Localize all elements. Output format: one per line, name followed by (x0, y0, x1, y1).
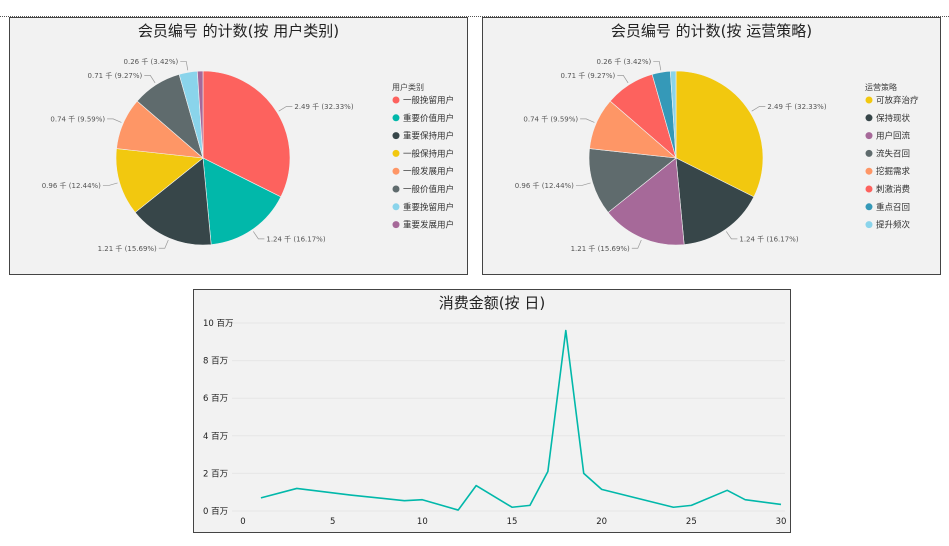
legend-swatch (392, 114, 400, 122)
data-label: 1.21 千 (15.69%) (98, 244, 157, 253)
pie-slice[interactable] (202, 70, 291, 198)
data-label: 0.26 千 (3.42%) (597, 57, 652, 66)
leader-line (631, 239, 642, 249)
legend-swatch (392, 221, 400, 229)
x-tick-label: 25 (686, 517, 697, 527)
legend-item[interactable]: 一般保持用户 (403, 148, 454, 159)
legend-title: 用户类别 (392, 82, 424, 92)
leader-line (144, 75, 156, 84)
data-label: 0.74 千 (9.59%) (50, 114, 105, 123)
y-tick-label: 10 百万 (203, 319, 234, 329)
data-label: 1.21 千 (15.69%) (571, 244, 630, 253)
data-label: 0.71 千 (9.27%) (88, 71, 143, 80)
leader-line (102, 182, 118, 186)
legend-swatch (865, 132, 873, 140)
data-label: 2.49 千 (32.33%) (294, 102, 353, 111)
x-tick-label: 5 (330, 517, 335, 527)
legend-swatch (392, 185, 400, 193)
legend-swatch (392, 96, 400, 104)
legend-item[interactable]: 挖掘需求 (876, 166, 911, 177)
pie-slice[interactable] (675, 70, 764, 198)
data-label: 0.26 千 (3.42%) (124, 57, 179, 66)
top-divider (0, 16, 949, 17)
leader-line (278, 106, 293, 112)
leader-line (158, 239, 169, 249)
pie-slice[interactable] (669, 70, 677, 159)
data-label: 2.49 千 (32.33%) (767, 102, 826, 111)
leader-line (253, 231, 265, 240)
legend-item[interactable]: 可放弃治疗 (876, 95, 919, 106)
legend-item[interactable]: 重要保持用户 (403, 131, 454, 142)
legend-title: 运营策略 (865, 82, 897, 92)
pie-chart-strategy-panel[interactable]: 会员编号 的计数(按 运营策略) 2.49 千 (32.33%) 1.24 千 (… (482, 17, 941, 275)
legend-item[interactable]: 重点召回 (876, 202, 910, 213)
legend-item[interactable]: 流失召回 (876, 148, 910, 159)
leader-line (751, 106, 766, 112)
legend-item[interactable]: 提升频次 (876, 220, 911, 231)
pie-chart-strategy: 2.49 千 (32.33%) 1.24 千 (16.17%) 1.21 千 (15… (515, 57, 919, 253)
legend-swatch (865, 96, 873, 104)
chart-title: 会员编号 的计数(按 用户类别) (137, 22, 340, 40)
legend-item[interactable]: 用户回流 (876, 131, 911, 142)
leader-line (653, 61, 662, 71)
y-tick-label: 4 百万 (203, 432, 228, 442)
legend-item[interactable]: 一般价值用户 (403, 184, 454, 195)
legend-swatch (865, 149, 873, 157)
legend-item[interactable]: 一般发展用户 (403, 166, 454, 177)
legend-swatch (865, 203, 873, 211)
pie-chart-user-category: 2.49 千 (32.33%) 1.24 千 (16.17%) 1.21 千 (15… (42, 57, 454, 253)
legend-swatch (865, 114, 873, 122)
x-tick-label: 20 (596, 517, 607, 527)
data-label: 0.96 千 (12.44%) (515, 181, 574, 190)
data-label: 1.24 千 (16.17%) (266, 234, 325, 243)
pie-slice[interactable] (675, 157, 755, 245)
y-tick-label: 0 百万 (203, 507, 228, 517)
line-chart-spending-panel[interactable]: 消费金额(按 日) 0 百万 2 百万 4 百万 6 百万 8 百万 10 百万 0 5 10 1… (193, 289, 791, 533)
legend-swatch (392, 203, 400, 211)
x-tick-label: 10 (417, 517, 428, 527)
pie-chart-user-category-panel[interactable]: 会员编号 的计数(按 用户类别) 2.49 千 (32.33%) 1.24 千 (… (9, 17, 468, 275)
pie-slice[interactable] (134, 157, 212, 246)
pie-slice[interactable] (607, 157, 685, 246)
x-tick-label: 0 (240, 517, 245, 527)
legend-swatch (392, 149, 400, 157)
leader-line (580, 118, 595, 123)
leader-line (726, 231, 738, 240)
pie-slice[interactable] (115, 148, 204, 213)
legend-swatch (865, 167, 873, 175)
pie-slice[interactable] (196, 70, 204, 159)
line-chart-spending: 0 百万 2 百万 4 百万 6 百万 8 百万 10 百万 0 5 10 15 20 25 30 (203, 319, 787, 527)
leader-line (107, 118, 122, 123)
y-tick-label: 6 百万 (203, 394, 228, 404)
data-label: 0.96 千 (12.44%) (42, 181, 101, 190)
legend-swatch (392, 132, 400, 140)
data-label: 0.74 千 (9.59%) (523, 114, 578, 123)
legend-item[interactable]: 刺激消费 (876, 184, 911, 195)
legend-item[interactable]: 重要价值用户 (403, 113, 454, 124)
legend-item[interactable]: 重要挽留用户 (403, 202, 454, 213)
legend-swatch (392, 167, 400, 175)
legend-item[interactable]: 重要发展用户 (403, 220, 454, 231)
data-label: 0.71 千 (9.27%) (561, 71, 616, 80)
legend-item[interactable]: 一般挽留用户 (403, 95, 454, 106)
pie-slice[interactable] (588, 148, 677, 213)
leader-line (180, 61, 189, 71)
leader-line (617, 75, 629, 84)
y-tick-label: 2 百万 (203, 469, 228, 479)
pie-slice[interactable] (202, 157, 282, 245)
x-tick-label: 30 (776, 517, 787, 527)
y-tick-label: 8 百万 (203, 357, 228, 367)
chart-title: 会员编号 的计数(按 运营策略) (610, 22, 813, 40)
legend-item[interactable]: 保持现状 (876, 113, 911, 124)
chart-title: 消费金额(按 日) (438, 294, 546, 312)
data-label: 1.24 千 (16.17%) (739, 234, 798, 243)
legend-swatch (865, 185, 873, 193)
series-line[interactable] (260, 329, 782, 511)
x-tick-label: 15 (507, 517, 518, 527)
leader-line (575, 182, 591, 186)
legend-swatch (865, 221, 873, 229)
